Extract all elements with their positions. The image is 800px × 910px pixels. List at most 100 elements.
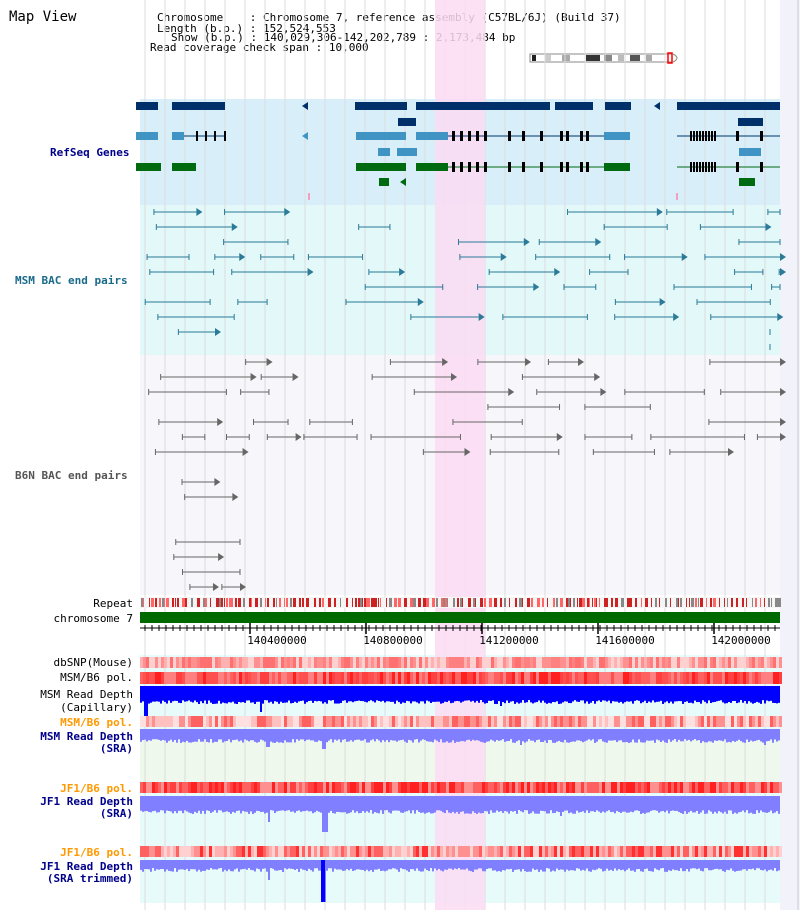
msm-pol-cell-2: [464, 716, 467, 727]
msm-pol-cell-2: [698, 716, 701, 727]
jf1-sra-depth-bar: [534, 796, 536, 814]
jf1-pol-cell-2: [491, 846, 494, 857]
jf1-trimmed-depth-bar: [408, 860, 410, 872]
jf1-sra-depth-bar: [498, 796, 500, 812]
msm-pol-cell-2: [533, 716, 536, 727]
msm-capillary-depth-bar: [432, 686, 434, 702]
msm-pol-cell: [449, 672, 452, 684]
msm-capillary-depth-bar: [338, 686, 340, 704]
jf1-pol-cell-2: [221, 846, 224, 857]
track-label-refseq[interactable]: RefSeq Genes: [50, 146, 130, 159]
msm-pol-cell: [317, 672, 320, 684]
jf1-sra-depth-bar: [736, 796, 738, 814]
jf1-pol-cell: [506, 782, 509, 793]
jf1-pol-cell: [746, 782, 749, 793]
msm-capillary-depth-bar: [570, 686, 572, 704]
jf1-sra-depth-bar: [236, 796, 238, 811]
jf1-sra-depth-bar: [582, 796, 584, 812]
jf1-pol-cell-2: [668, 846, 671, 857]
dbsnp-cell: [161, 657, 164, 668]
jf1-sra-depth-bar: [350, 796, 352, 813]
msm-capillary-depth-bar: [356, 686, 358, 701]
jf1-sra-depth-bar: [548, 796, 550, 814]
msm-sra-depth-bar: [440, 729, 442, 740]
msm-pol-cell-2: [521, 716, 524, 727]
jf1-pol-cell: [215, 782, 218, 793]
msm-sra-depth-bar: [570, 729, 572, 742]
track-label-b6n-bac[interactable]: B6N BAC end pairs: [15, 469, 128, 482]
jf1-trimmed-depth-bar: [528, 860, 530, 872]
jf1-pol-cell: [662, 782, 665, 793]
jf1-sra-depth-bar: [486, 796, 488, 812]
msm-capillary-depth-bar: [734, 686, 736, 702]
msm-pol-cell-2: [599, 716, 602, 727]
jf1-sra-depth-bar: [760, 796, 762, 811]
jf1-trimmed-depth-bar: [358, 860, 360, 870]
jf1-trimmed-depth-bar: [570, 860, 572, 871]
repeat-element: [599, 598, 600, 607]
jf1-pol-cell-2: [455, 846, 458, 857]
repeat-element: [141, 598, 143, 607]
jf1-sra-depth-bar: [768, 796, 770, 813]
jf1-pol-cell: [425, 782, 428, 793]
jf1-sra-depth-bar: [284, 796, 286, 812]
jf1-trimmed-depth-bar: [152, 860, 154, 869]
msm-pol-cell-2: [614, 716, 617, 727]
jf1-pol-cell: [185, 782, 188, 793]
jf1-sra-depth-bar: [482, 796, 484, 814]
jf1-sra-depth-bar: [398, 796, 400, 811]
jf1-pol-cell: [620, 782, 623, 793]
msm-capillary-depth-bar: [630, 686, 632, 702]
dbsnp-cell: [767, 657, 770, 668]
jf1-sra-depth-bar: [408, 796, 410, 811]
jf1-trimmed-depth-bar: [616, 860, 618, 871]
dbsnp-cell: [653, 657, 656, 668]
msm-sra-depth-bar: [390, 729, 392, 741]
msm-pol-cell: [527, 672, 530, 684]
jf1-trimmed-depth-bar: [432, 860, 434, 872]
track-label-msm-bac[interactable]: MSM BAC end pairs: [15, 274, 128, 287]
msm-sra-depth-bar: [418, 729, 420, 743]
jf1-pol-cell: [626, 782, 629, 793]
jf1-sra-depth-bar: [474, 796, 476, 813]
msm-sra-depth-bar: [606, 729, 608, 743]
jf1-pol-cell-2: [200, 846, 203, 857]
msm-sra-depth-bar: [566, 729, 568, 743]
jf1-pol-cell: [509, 782, 512, 793]
msm-sra-depth-bar: [728, 729, 730, 742]
jf1-trimmed-depth-bar: [618, 860, 620, 870]
repeat-element: [334, 598, 336, 607]
jf1-pol-cell: [374, 782, 377, 793]
jf1-sra-depth-bar: [532, 796, 534, 812]
dbsnp-cell: [269, 657, 272, 668]
ideogram-band: [586, 55, 600, 61]
dbsnp-cell: [503, 657, 506, 668]
jf1-pol-cell-2: [413, 846, 416, 857]
jf1-pol-cell-2: [494, 846, 497, 857]
jf1-pol-cell-2: [728, 846, 731, 857]
msm-pol-cell-2: [671, 716, 674, 727]
length-value: 152,524,553: [262, 22, 336, 35]
msm-pol-cell: [722, 672, 725, 684]
jf1-trimmed-depth-bar: [314, 860, 316, 869]
jf1-pol-cell: [572, 782, 575, 793]
dbsnp-cell: [449, 657, 452, 668]
msm-sra-depth-bar: [346, 729, 348, 742]
repeat-element: [172, 598, 174, 607]
jf1-trimmed-depth-bar: [626, 860, 628, 870]
msm-capillary-depth-bar: [410, 686, 412, 704]
dbsnp-cell: [206, 657, 209, 668]
jf1-sra-depth-bar: [644, 796, 646, 814]
msm-capillary-depth-bar: [366, 686, 368, 703]
msm-capillary-depth-bar: [226, 686, 228, 704]
msm-pol-cell-2: [290, 716, 293, 727]
gene-exon: [476, 162, 479, 172]
msm-capillary-depth-bar: [514, 686, 516, 704]
gene-exon: [702, 131, 704, 141]
jf1-sra-depth-bar: [182, 796, 184, 814]
dbsnp-cell: [446, 657, 449, 668]
msm-sra-depth-bar: [584, 729, 586, 742]
jf1-pol-cell: [467, 782, 470, 793]
repeat-element: [462, 598, 463, 607]
